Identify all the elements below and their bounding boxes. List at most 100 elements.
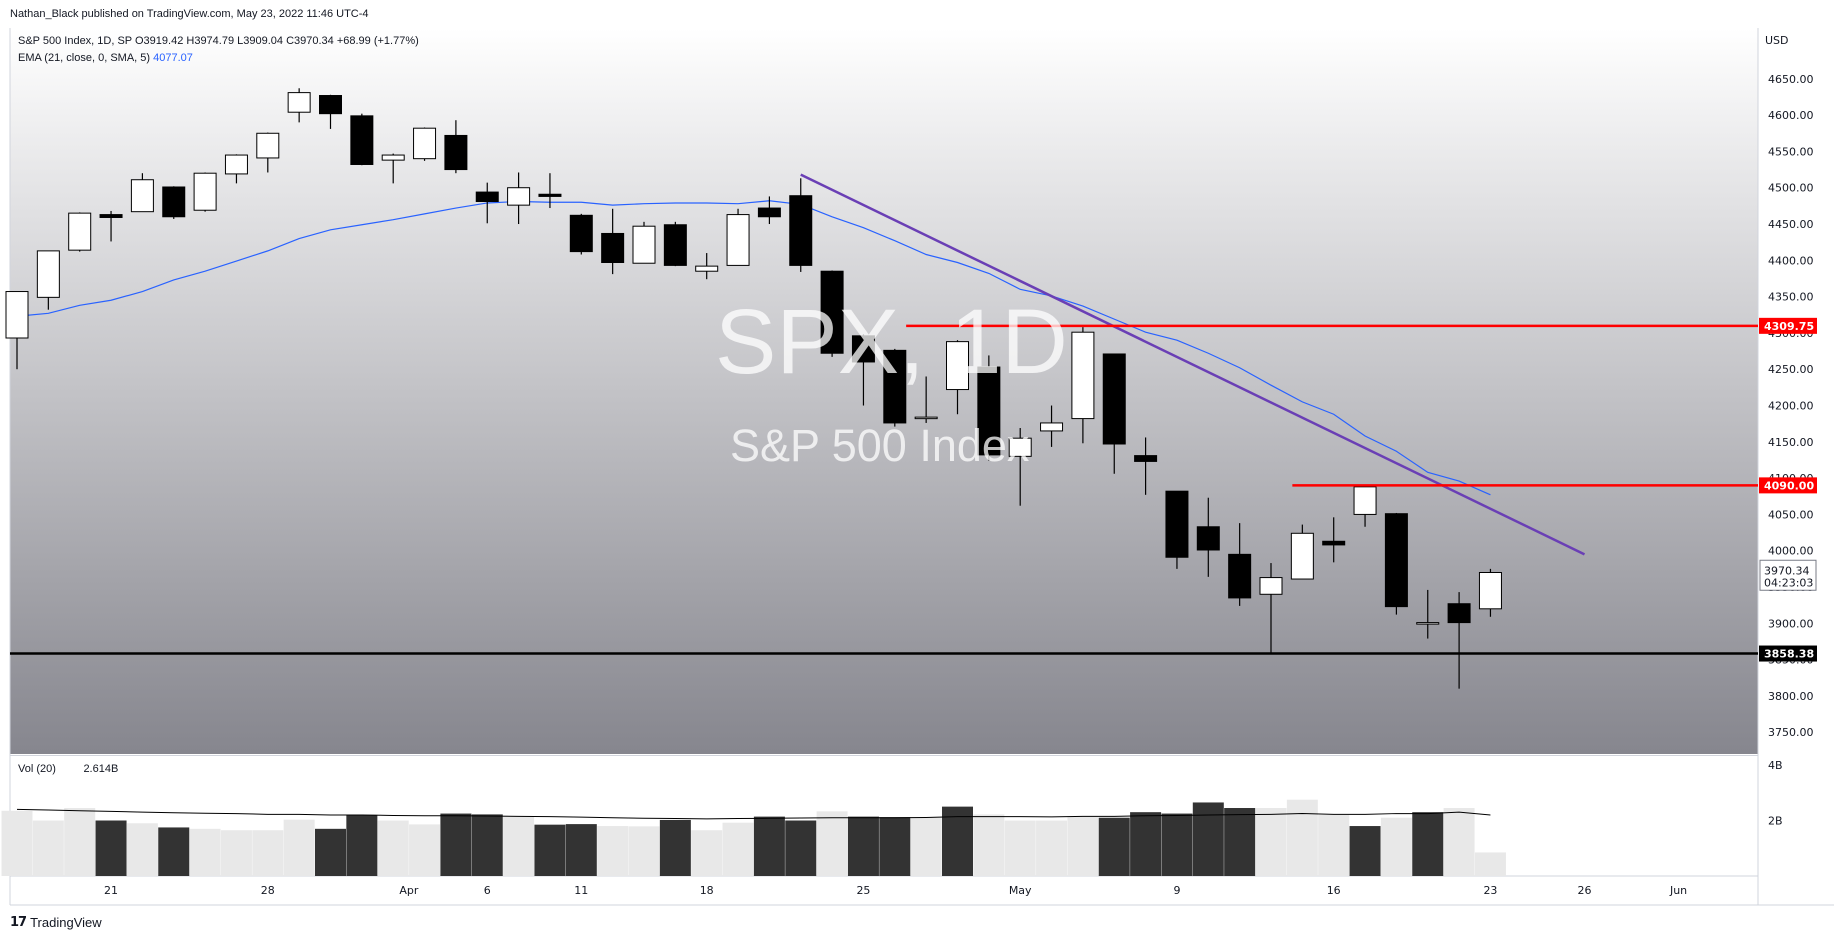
candle[interactable] (1196, 497, 1220, 577)
volume-bar[interactable] (879, 817, 911, 876)
candle[interactable] (1134, 437, 1158, 495)
volume-bar[interactable] (1286, 799, 1318, 876)
volume-bar[interactable] (64, 808, 96, 876)
volume-bar[interactable] (1443, 808, 1475, 876)
candle[interactable] (663, 221, 687, 267)
candle[interactable] (381, 153, 405, 184)
volume-bar[interactable] (628, 826, 660, 876)
volume-bar[interactable] (471, 814, 503, 876)
volume-bar[interactable] (565, 824, 597, 876)
candle[interactable] (130, 173, 154, 213)
candle[interactable] (569, 213, 593, 255)
candle[interactable] (256, 132, 280, 173)
candle[interactable] (162, 186, 186, 219)
candle[interactable] (1290, 524, 1314, 580)
candle[interactable] (68, 212, 92, 252)
volume-bar[interactable] (597, 826, 629, 876)
candle[interactable] (789, 178, 813, 272)
volume-bar[interactable] (409, 824, 441, 876)
candle[interactable] (350, 113, 374, 166)
candle[interactable] (946, 340, 969, 415)
candle[interactable] (820, 270, 844, 357)
volume-bar[interactable] (534, 824, 566, 876)
volume-bar[interactable] (942, 806, 973, 876)
volume-bar[interactable] (1318, 814, 1350, 876)
volume-bar[interactable] (1474, 852, 1506, 876)
volume-bar[interactable] (1161, 813, 1193, 876)
volume-bar[interactable] (1, 810, 33, 876)
volume-bar[interactable] (220, 830, 252, 876)
volume-bar[interactable] (440, 813, 472, 876)
volume-bar[interactable] (1349, 826, 1381, 876)
candle[interactable] (601, 208, 625, 275)
candle[interactable] (695, 253, 719, 280)
volume-bar[interactable] (1380, 817, 1412, 876)
candle[interactable] (193, 172, 217, 212)
candle[interactable] (319, 94, 342, 129)
volume-bar[interactable] (1067, 816, 1099, 876)
candle[interactable] (1102, 353, 1126, 474)
volume-bar[interactable] (722, 822, 754, 876)
volume-bar[interactable] (753, 816, 785, 876)
volume-bar[interactable] (503, 816, 535, 876)
candle[interactable] (1322, 517, 1346, 563)
volume-bar[interactable] (659, 819, 691, 876)
candle[interactable] (287, 88, 311, 123)
candle[interactable] (1008, 428, 1032, 506)
volume-bar[interactable] (910, 817, 942, 876)
trendline[interactable] (800, 173, 1586, 556)
symbol-legend[interactable]: S&P 500 Index, 1D, SP O3919.42 H3974.79 … (18, 35, 419, 47)
ema-legend[interactable]: EMA (21, close, 0, SMA, 5) 4077.07 (18, 52, 193, 64)
volume-bar[interactable] (1192, 802, 1224, 876)
volume-bar[interactable] (973, 814, 1005, 876)
volume-bar[interactable] (1412, 812, 1444, 876)
candle[interactable] (757, 196, 781, 225)
candle[interactable] (1040, 405, 1064, 447)
volume-bar[interactable] (847, 816, 879, 876)
candle[interactable] (1353, 485, 1377, 527)
volume-bar[interactable] (189, 828, 221, 876)
candle[interactable] (413, 127, 437, 161)
volume-bar[interactable] (315, 828, 346, 876)
volume-bar[interactable] (1004, 820, 1036, 877)
candle[interactable] (224, 154, 248, 184)
candle[interactable] (99, 210, 123, 242)
volume-bar[interactable] (95, 820, 127, 877)
volume-bar[interactable] (252, 830, 284, 876)
candle[interactable] (507, 172, 531, 225)
candle[interactable] (1165, 490, 1189, 569)
volume-bar[interactable] (1036, 820, 1068, 877)
candle[interactable] (1478, 568, 1502, 617)
volume-bar[interactable] (1098, 817, 1130, 876)
candle[interactable] (1228, 523, 1252, 606)
candle[interactable] (444, 120, 468, 174)
volume-bar[interactable] (158, 827, 190, 876)
volume-bar[interactable] (785, 820, 817, 877)
candle[interactable] (1259, 563, 1283, 654)
candle[interactable] (1416, 589, 1440, 639)
volume-bar[interactable] (283, 819, 315, 876)
candle[interactable] (851, 334, 875, 406)
candle[interactable] (5, 291, 29, 370)
candle[interactable] (1071, 327, 1095, 444)
volume-bar[interactable] (1255, 808, 1287, 876)
candle[interactable] (36, 250, 60, 310)
candle[interactable] (1384, 512, 1408, 615)
candle[interactable] (632, 221, 656, 264)
candle[interactable] (726, 208, 750, 266)
candle[interactable] (538, 173, 562, 209)
volume-bar[interactable] (126, 823, 158, 876)
volume-bar[interactable] (691, 830, 723, 876)
candle[interactable] (883, 348, 907, 427)
volume-legend[interactable]: Vol (20) 2.614B (18, 763, 118, 775)
candle[interactable] (475, 182, 499, 224)
volume-bar[interactable] (32, 820, 64, 877)
volume-bar[interactable] (377, 820, 409, 877)
candle[interactable] (977, 355, 1001, 461)
volume-bar[interactable] (1130, 812, 1162, 876)
candle[interactable] (914, 376, 938, 423)
candle[interactable] (1447, 592, 1471, 689)
volume-bar[interactable] (816, 811, 848, 876)
volume-bar[interactable] (346, 814, 378, 876)
